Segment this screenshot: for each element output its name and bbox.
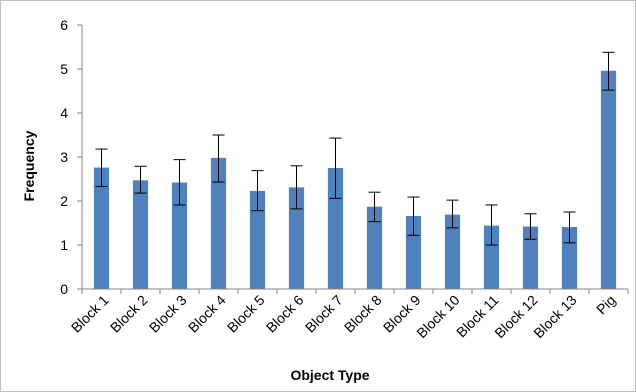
y-tick-label: 1 [60,237,68,253]
x-tick-label: Block 4 [185,292,229,336]
bar [288,187,305,289]
y-tick-label: 2 [60,193,68,209]
bar [405,215,422,289]
bar [132,180,149,289]
bar [522,226,539,289]
x-tick-label: Block 13 [530,292,579,341]
y-axis-title: Frequency [21,130,37,201]
y-tick-label: 6 [60,17,68,33]
bar [366,206,383,289]
bars [93,70,617,289]
y-tick-label: 5 [60,61,68,77]
bar [210,157,227,289]
y-tick-label: 4 [60,105,68,121]
bar [600,70,617,289]
x-tick-label: Block 1 [68,292,112,336]
y-axis-title-group: Frequency [21,130,37,201]
y-axis: 0 1 2 3 4 5 6 [60,17,83,297]
bar [249,190,266,289]
x-tick-label: Block 3 [146,292,190,336]
y-tick-label: 3 [60,149,68,165]
bar [444,214,461,289]
y-tick-label: 0 [60,281,68,297]
x-axis [81,288,629,294]
x-axis-title: Object Type [290,367,369,383]
x-tick-label: Pig [593,292,619,318]
x-tick-label: Block 5 [224,292,268,336]
error-bars [95,51,615,246]
x-tick-label: Block 2 [107,292,151,336]
x-tick-label: Block 8 [341,292,385,336]
bar [171,182,188,289]
x-tick-label: Block 6 [263,292,307,336]
x-tick-label: Block 10 [413,292,462,341]
bar [483,225,500,289]
x-tick-label: Block 7 [302,292,346,336]
bar [93,167,110,289]
